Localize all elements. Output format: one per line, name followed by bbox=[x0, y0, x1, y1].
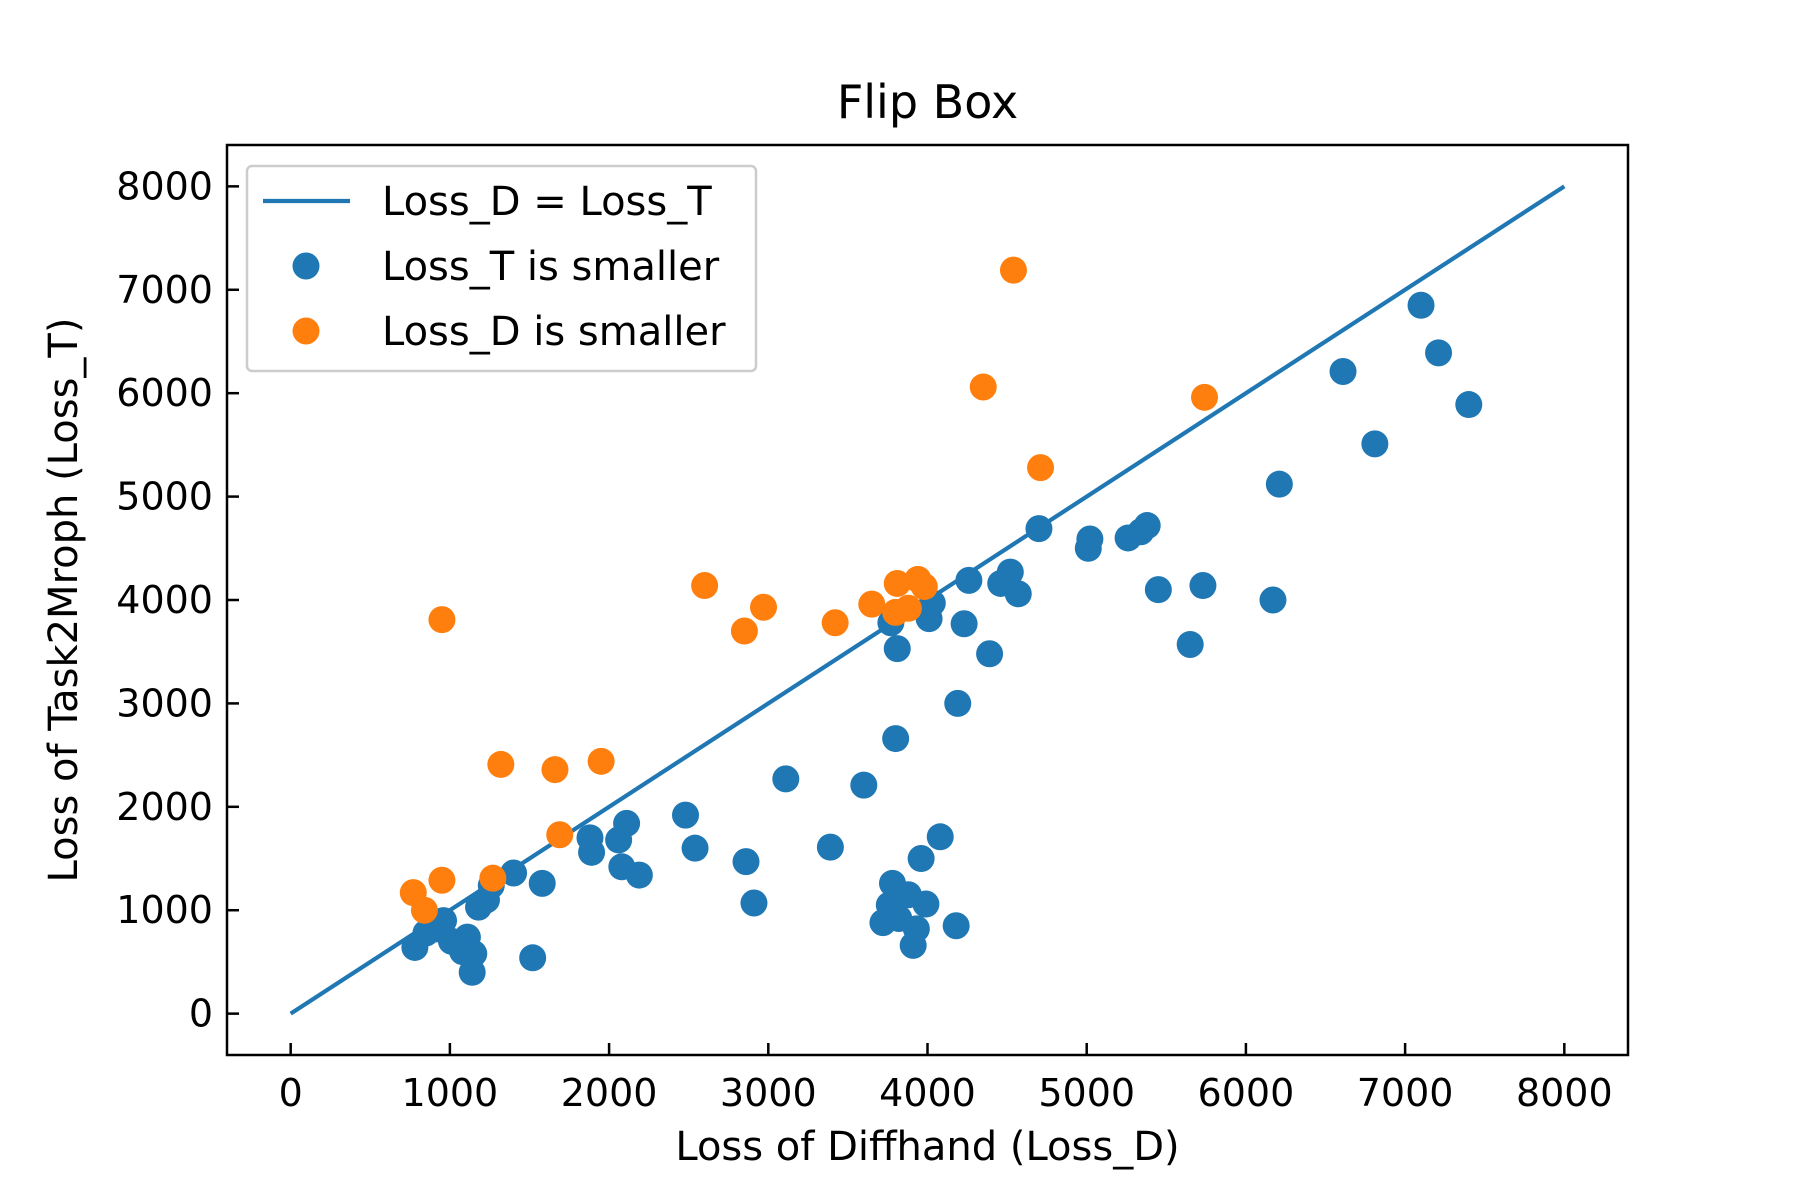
x-tick-label: 5000 bbox=[1038, 1071, 1135, 1115]
data-point bbox=[969, 373, 997, 401]
data-point bbox=[1425, 339, 1453, 367]
plot-area bbox=[289, 184, 1566, 1016]
y-tick-label: 7000 bbox=[116, 268, 213, 312]
data-point bbox=[730, 617, 758, 645]
data-point bbox=[541, 756, 569, 784]
legend: Loss_D = Loss_T Loss_T is smaller Loss_D i… bbox=[245, 164, 758, 373]
chart-title: Flip Box bbox=[837, 75, 1018, 129]
data-point bbox=[821, 609, 849, 637]
x-tick-label: 1000 bbox=[402, 1071, 499, 1115]
legend-dot-swatch bbox=[292, 252, 320, 280]
data-point bbox=[625, 861, 653, 889]
x-tick-label: 7000 bbox=[1357, 1071, 1454, 1115]
data-point bbox=[1176, 630, 1204, 658]
data-point bbox=[816, 833, 844, 861]
data-point bbox=[1076, 525, 1104, 553]
x-tick-label: 2000 bbox=[561, 1071, 658, 1115]
data-point bbox=[883, 569, 911, 597]
data-point bbox=[587, 747, 615, 775]
data-point bbox=[850, 771, 878, 799]
data-point bbox=[740, 889, 768, 917]
data-point bbox=[772, 765, 800, 793]
data-point bbox=[944, 689, 972, 717]
data-point bbox=[613, 809, 641, 837]
x-tick-label: 6000 bbox=[1198, 1071, 1295, 1115]
data-point bbox=[500, 859, 528, 887]
data-point bbox=[1025, 515, 1053, 543]
data-point bbox=[1189, 572, 1217, 600]
y-tick-label: 8000 bbox=[116, 164, 213, 208]
data-point bbox=[902, 915, 930, 943]
legend-label: Loss_D is smaller bbox=[382, 309, 726, 355]
data-point bbox=[1144, 576, 1172, 604]
data-point bbox=[528, 869, 556, 897]
data-point bbox=[1004, 580, 1032, 608]
data-point bbox=[910, 573, 938, 601]
y-tick-label: 5000 bbox=[116, 475, 213, 519]
data-point bbox=[410, 896, 438, 924]
data-point bbox=[732, 848, 760, 876]
data-point bbox=[1191, 383, 1219, 411]
x-axis-label: Loss of Diffhand (Loss_D) bbox=[675, 1124, 1179, 1170]
data-point bbox=[691, 572, 719, 600]
data-point bbox=[519, 944, 547, 972]
y-axis-label: Loss of Task2Mroph (Loss_T) bbox=[41, 318, 87, 883]
data-point bbox=[428, 866, 456, 894]
data-point bbox=[999, 256, 1027, 284]
legend-dot-swatch bbox=[292, 317, 320, 345]
data-point bbox=[487, 750, 515, 778]
data-point bbox=[1259, 586, 1287, 614]
data-point bbox=[1455, 391, 1483, 419]
data-point bbox=[883, 635, 911, 663]
data-point bbox=[681, 834, 709, 862]
data-point bbox=[942, 912, 970, 940]
y-axis: 0 1000 2000 3000 4000 5000 6000 7000 8000 bbox=[116, 164, 239, 1036]
data-point bbox=[1407, 291, 1435, 319]
data-point bbox=[578, 838, 606, 866]
data-point bbox=[1329, 357, 1357, 385]
x-tick-label: 8000 bbox=[1516, 1071, 1613, 1115]
data-point bbox=[1265, 470, 1293, 498]
data-point bbox=[1361, 430, 1389, 458]
data-point bbox=[1027, 454, 1055, 482]
y-tick-label: 6000 bbox=[116, 371, 213, 415]
data-point bbox=[458, 958, 486, 986]
data-point bbox=[894, 594, 922, 622]
y-tick-label: 1000 bbox=[116, 888, 213, 932]
data-point bbox=[882, 725, 910, 753]
data-point bbox=[479, 864, 507, 892]
y-tick-label: 4000 bbox=[116, 578, 213, 622]
data-point bbox=[976, 640, 1004, 668]
data-point bbox=[955, 566, 983, 594]
data-point bbox=[950, 610, 978, 638]
x-axis: 0 1000 2000 3000 4000 5000 6000 7000 8000 bbox=[279, 1043, 1613, 1115]
data-point bbox=[926, 823, 954, 851]
data-point bbox=[672, 801, 700, 829]
legend-label: Loss_D = Loss_T bbox=[382, 179, 712, 225]
data-point bbox=[912, 890, 940, 918]
data-point bbox=[858, 590, 886, 618]
series-2 bbox=[399, 256, 1219, 924]
data-point bbox=[750, 593, 778, 621]
data-point bbox=[1133, 512, 1161, 540]
y-tick-label: 3000 bbox=[116, 681, 213, 725]
y-tick-label: 2000 bbox=[116, 785, 213, 829]
x-tick-label: 4000 bbox=[879, 1071, 976, 1115]
data-point bbox=[546, 821, 574, 849]
y-tick-label: 0 bbox=[189, 992, 213, 1036]
data-point bbox=[907, 845, 935, 873]
legend-frame bbox=[245, 164, 758, 373]
x-tick-label: 0 bbox=[279, 1071, 303, 1115]
x-tick-label: 3000 bbox=[720, 1071, 817, 1115]
data-point bbox=[996, 558, 1024, 586]
legend-label: Loss_T is smaller bbox=[382, 244, 720, 290]
data-point bbox=[428, 606, 456, 634]
